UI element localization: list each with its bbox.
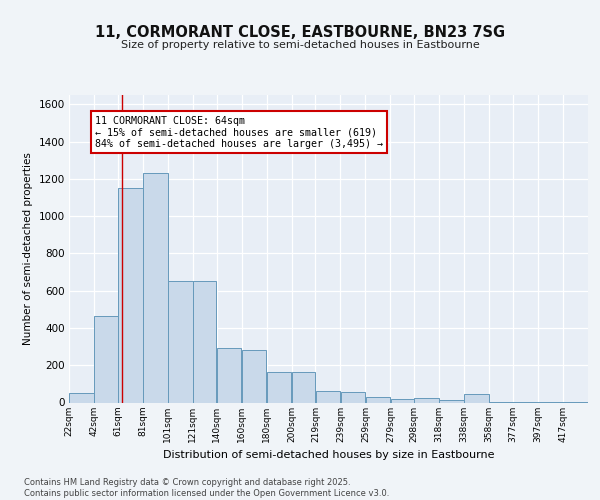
Text: Size of property relative to semi-detached houses in Eastbourne: Size of property relative to semi-detach… xyxy=(121,40,479,50)
Y-axis label: Number of semi-detached properties: Number of semi-detached properties xyxy=(23,152,33,345)
Bar xyxy=(464,394,489,402)
Bar xyxy=(118,188,143,402)
Bar xyxy=(193,282,217,403)
Text: 11, CORMORANT CLOSE, EASTBOURNE, BN23 7SG: 11, CORMORANT CLOSE, EASTBOURNE, BN23 7S… xyxy=(95,25,505,40)
Bar xyxy=(94,316,118,402)
Bar xyxy=(69,393,94,402)
Bar xyxy=(292,372,315,402)
Bar xyxy=(439,400,464,402)
Text: 11 CORMORANT CLOSE: 64sqm
← 15% of semi-detached houses are smaller (619)
84% of: 11 CORMORANT CLOSE: 64sqm ← 15% of semi-… xyxy=(95,116,383,148)
Bar xyxy=(217,348,241,403)
Bar xyxy=(168,282,193,403)
Bar xyxy=(316,392,340,402)
Text: Contains HM Land Registry data © Crown copyright and database right 2025.
Contai: Contains HM Land Registry data © Crown c… xyxy=(24,478,389,498)
Bar xyxy=(365,398,390,402)
Bar xyxy=(242,350,266,403)
Bar xyxy=(341,392,365,402)
X-axis label: Distribution of semi-detached houses by size in Eastbourne: Distribution of semi-detached houses by … xyxy=(163,450,494,460)
Bar xyxy=(415,398,439,402)
Bar xyxy=(391,399,414,402)
Bar xyxy=(267,372,292,402)
Bar xyxy=(143,174,167,402)
